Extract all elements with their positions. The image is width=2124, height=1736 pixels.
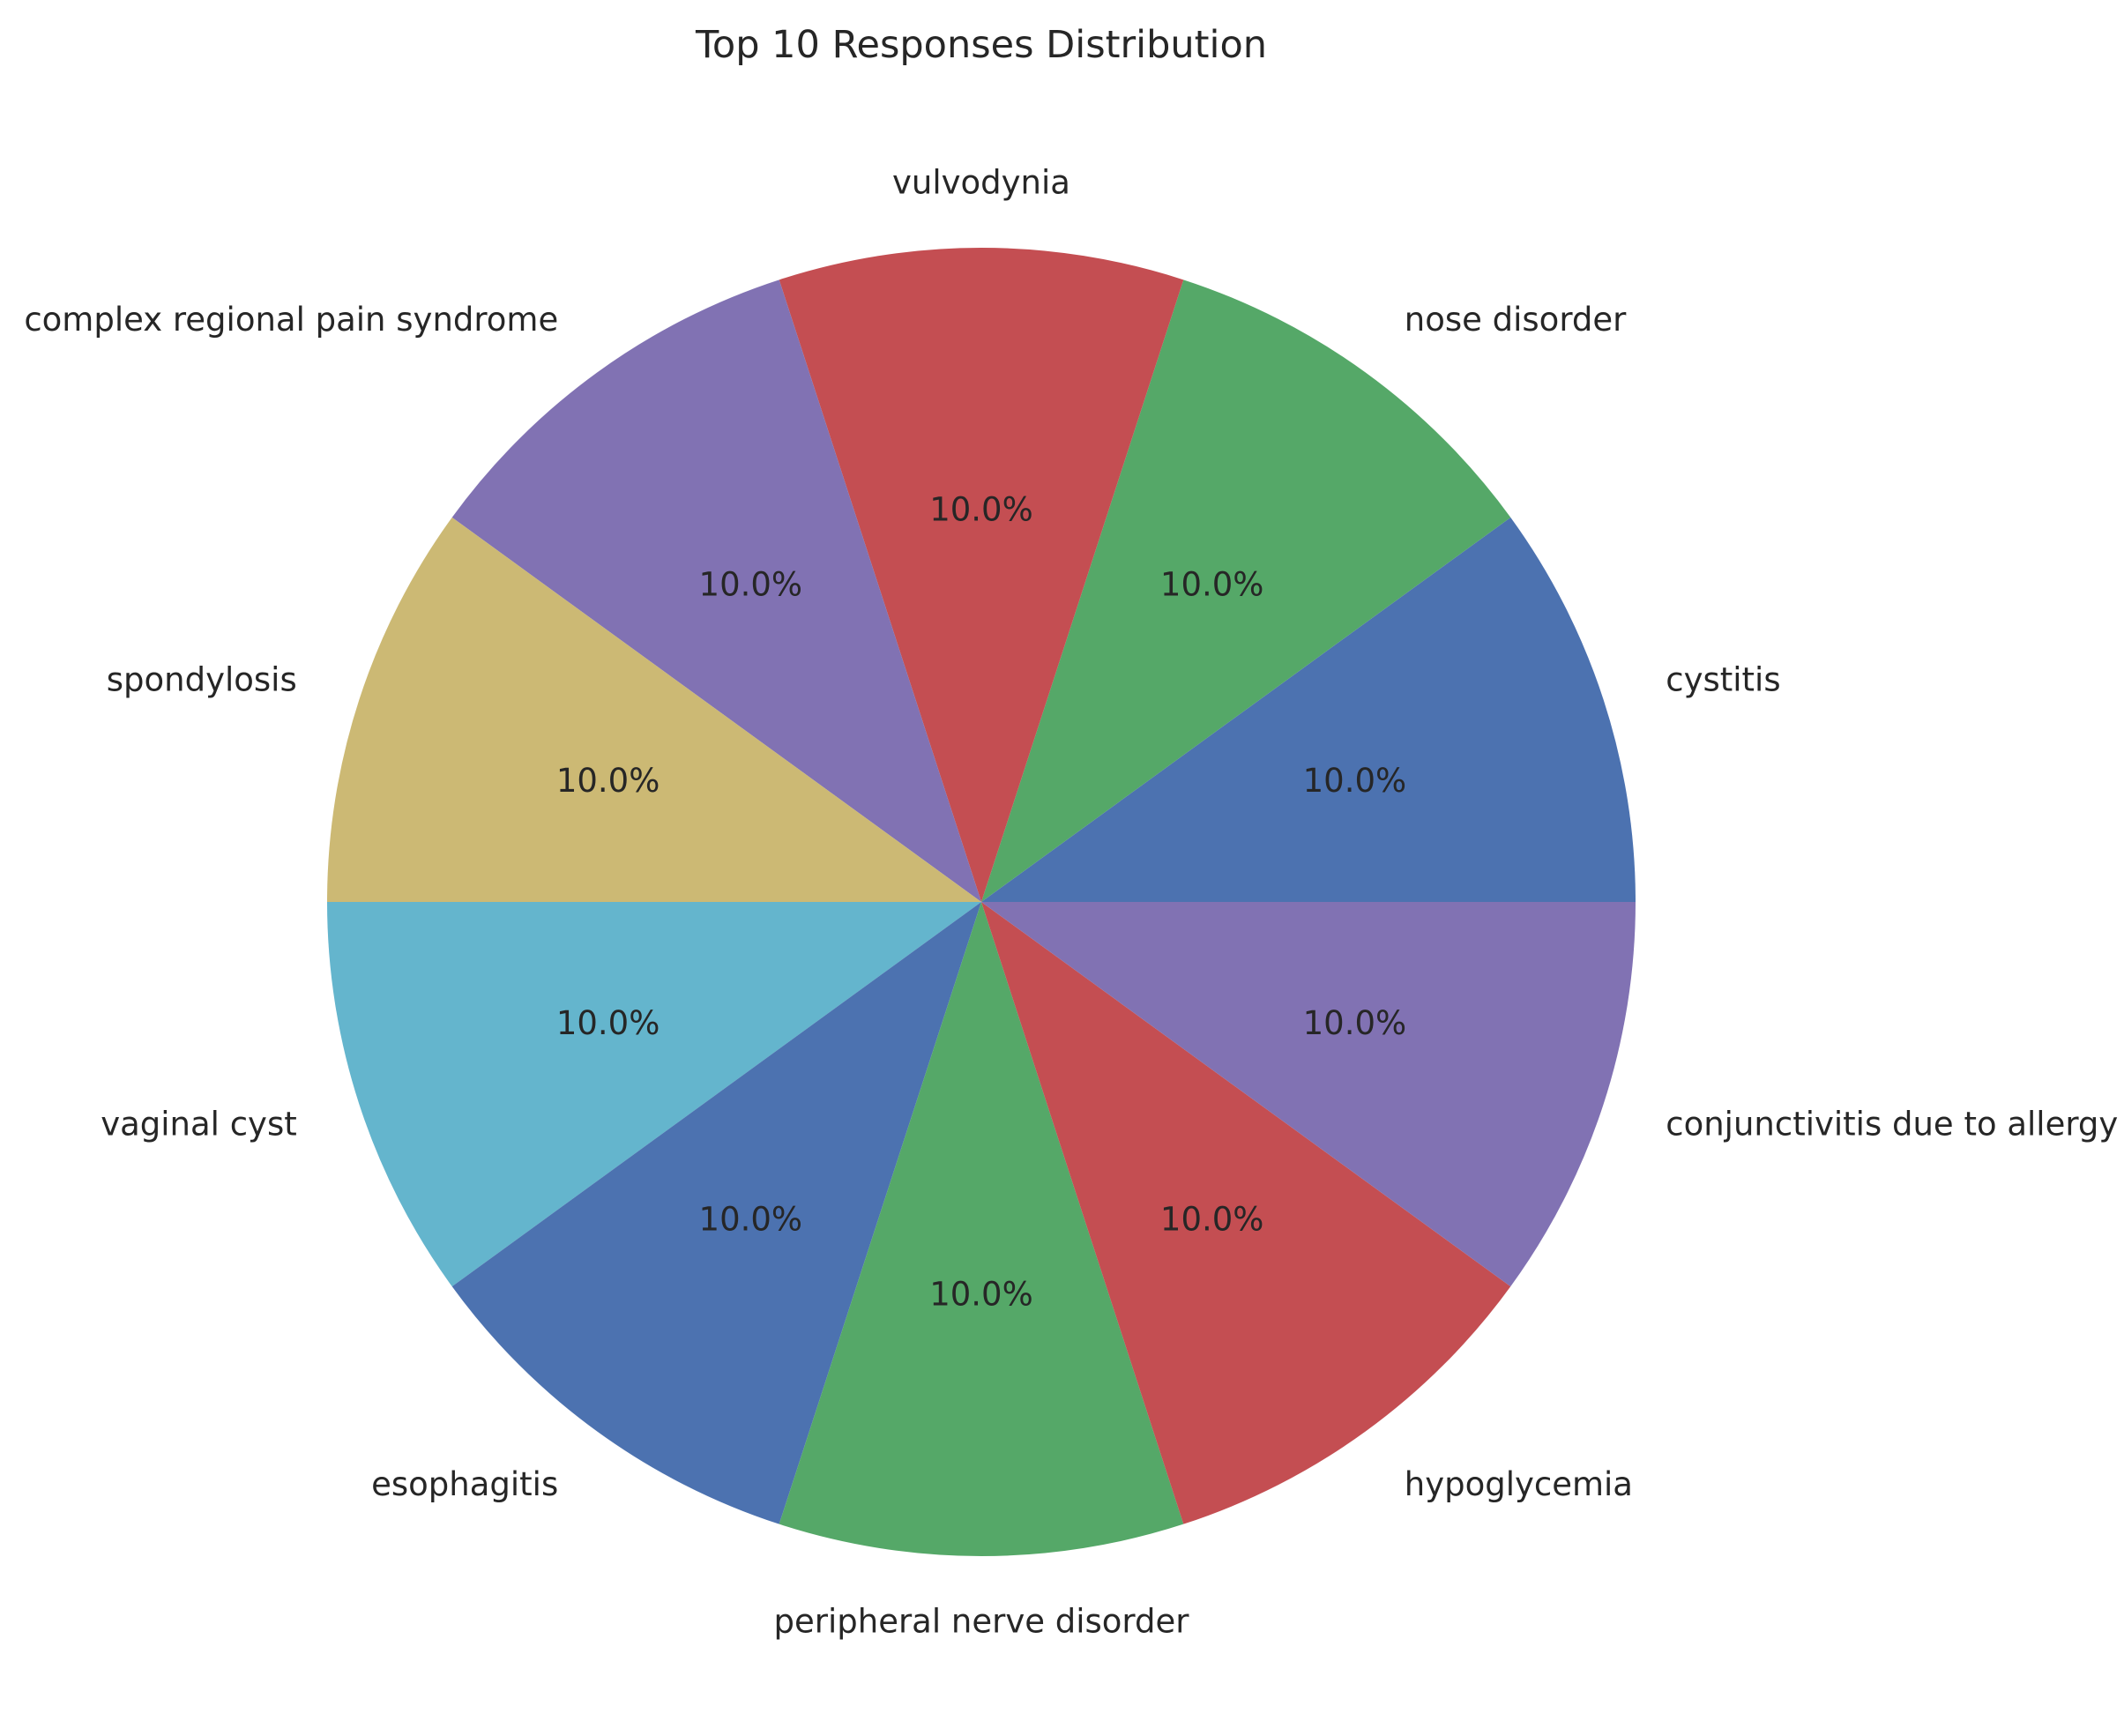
- slice-label-esophagitis: esophagitis: [371, 1465, 558, 1503]
- pie-slice-nose-disorder: [981, 279, 1511, 903]
- pct-label-conjunctivitis-due-to-allergy: 10.0%: [1303, 1004, 1407, 1042]
- slice-label-complex-regional-pain-syndrome: complex regional pain syndrome: [24, 301, 558, 339]
- pct-label-spondylosis: 10.0%: [556, 762, 660, 800]
- slice-label-cystitis: cystitis: [1666, 660, 1780, 698]
- pct-label-vaginal-cyst: 10.0%: [556, 1004, 660, 1042]
- pie-slice-hypoglycemia: [981, 902, 1511, 1524]
- slices-layer: [327, 248, 1636, 1556]
- pie-slice-spondylosis: [327, 517, 981, 902]
- labels-layer: 10.0% cystitis 10.0% nose disorder 10.0% vulv…: [24, 163, 2118, 1640]
- pct-label-peripheral-nerve-disorder: 10.0%: [929, 1276, 1033, 1314]
- pie-slice-vulvodynia: [779, 248, 1184, 902]
- pie-slice-conjunctivitis-due-to-allergy: [981, 902, 1636, 1287]
- pie-slice-cystitis: [981, 517, 1636, 902]
- slice-label-spondylosis: spondylosis: [107, 660, 297, 698]
- slice-label-vulvodynia: vulvodynia: [892, 163, 1070, 201]
- chart-title: Top 10 Responses Distribution: [695, 23, 1267, 67]
- slice-label-hypoglycemia: hypoglycemia: [1405, 1465, 1633, 1503]
- pct-label-hypoglycemia: 10.0%: [1160, 1201, 1264, 1239]
- pct-label-esophagitis: 10.0%: [699, 1201, 803, 1239]
- slice-label-peripheral-nerve-disorder: peripheral nerve disorder: [774, 1603, 1190, 1641]
- pie-slice-vaginal-cyst: [327, 902, 981, 1287]
- pie-slice-complex-regional-pain-syndrome: [451, 279, 981, 903]
- pct-label-nose-disorder: 10.0%: [1160, 565, 1264, 603]
- pct-label-vulvodynia: 10.0%: [929, 490, 1033, 528]
- pie-slice-peripheral-nerve-disorder: [779, 902, 1184, 1556]
- pct-label-cystitis: 10.0%: [1303, 762, 1407, 800]
- pie-slice-esophagitis: [451, 902, 981, 1524]
- slice-label-vaginal-cyst: vaginal cyst: [101, 1106, 297, 1144]
- slice-label-nose-disorder: nose disorder: [1405, 301, 1627, 339]
- pct-label-complex-regional-pain-syndrome: 10.0%: [699, 565, 803, 603]
- slice-label-conjunctivitis-due-to-allergy: conjunctivitis due to allergy: [1666, 1106, 2118, 1144]
